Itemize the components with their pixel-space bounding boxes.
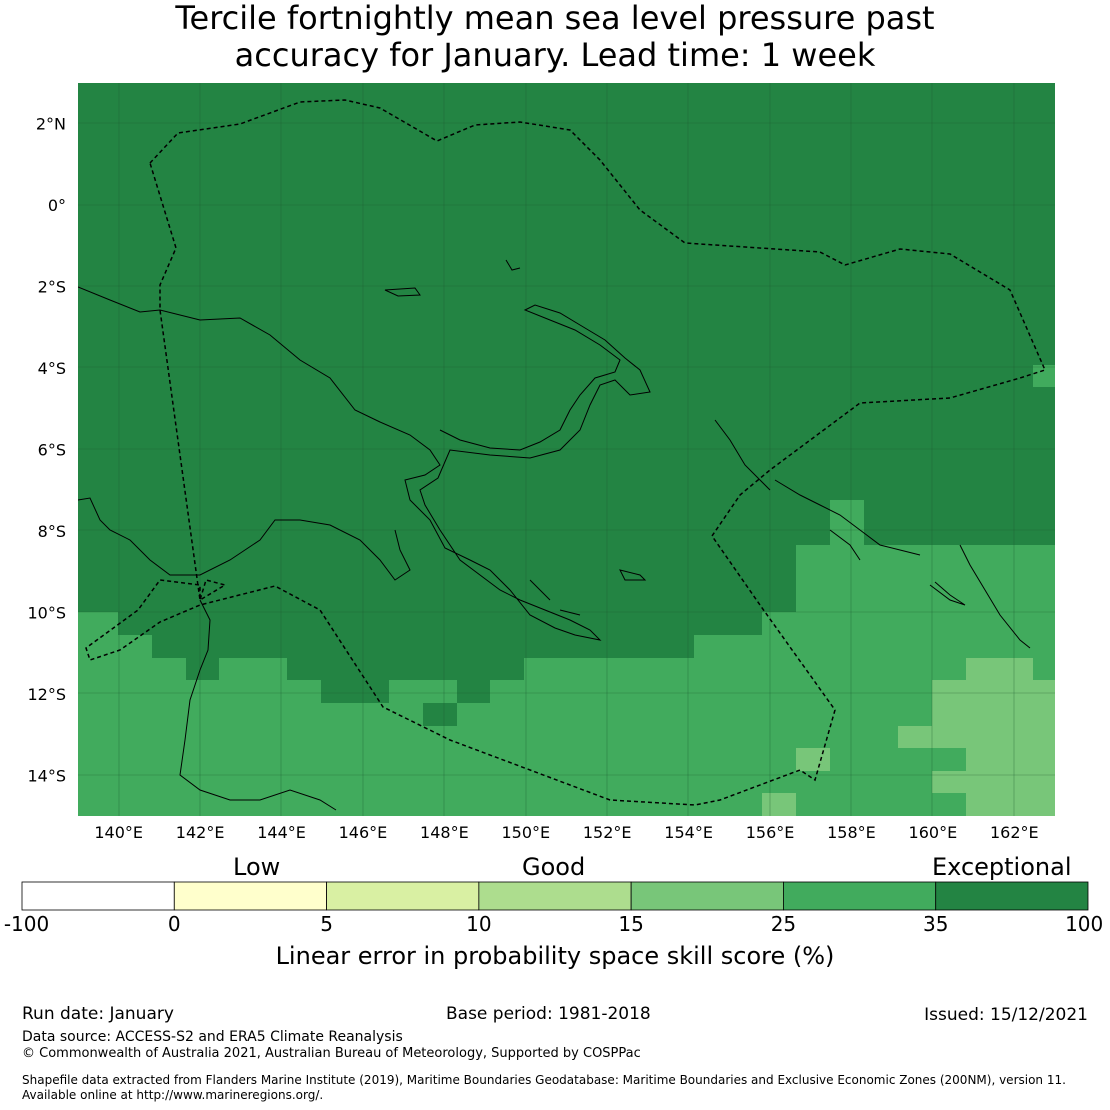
x-tick-label: 148°E	[420, 823, 469, 842]
y-tick-label: 0°	[48, 196, 66, 215]
colorbar-tick-label: 0	[167, 912, 181, 936]
x-axis-tick-labels: 140°E 142°E 144°E 146°E 148°E 150°E 152°E 154°E…	[94, 823, 1038, 842]
colorbar-tick-label: 35	[922, 912, 949, 936]
x-tick-label: 152°E	[583, 823, 632, 842]
colorbar-tick-label: 10	[466, 912, 492, 936]
shapefile-credit-line-2: Available online at http://www.marinereg…	[22, 1088, 324, 1102]
shapefile-credit-line-1: Shapefile data extracted from Flanders M…	[22, 1073, 1066, 1087]
colorbar-label: Linear error in probability space skill …	[275, 942, 835, 970]
copyright: © Commonwealth of Australia 2021, Austra…	[22, 1046, 641, 1061]
issued-date: Issued: 15/12/2021	[924, 1005, 1088, 1025]
colorbar-tick-label: 5	[320, 912, 333, 936]
x-tick-label: 160°E	[909, 823, 958, 842]
y-tick-label: 2°S	[38, 278, 66, 297]
x-tick-label: 162°E	[990, 823, 1039, 842]
category-label-exceptional: Exceptional	[932, 853, 1072, 881]
category-label-good: Good	[522, 853, 586, 881]
x-tick-label: 150°E	[501, 823, 550, 842]
skill-cell-25-35	[1033, 365, 1055, 387]
x-tick-label: 156°E	[746, 823, 795, 842]
y-tick-label: 6°S	[38, 441, 66, 460]
chart-title-line-2: accuracy for January. Lead time: 1 week	[234, 36, 876, 74]
skill-cell-15-25	[796, 748, 830, 771]
y-tick-label: 2°N	[36, 115, 66, 134]
skill-cell-exceptional	[423, 703, 457, 726]
graticule	[78, 83, 1055, 816]
skill-cell-15-25	[762, 793, 796, 816]
colorbar	[21, 881, 1089, 911]
colorbar-tick-label: 100	[1065, 912, 1104, 936]
colorbar-tick-label: -100	[3, 912, 50, 936]
y-tick-label: 4°S	[38, 359, 66, 378]
data-source: Data source: ACCESS-S2 and ERA5 Climate …	[22, 1029, 403, 1045]
chart-title-line-1: Tercile fortnightly mean sea level press…	[175, 0, 935, 37]
colorbar-tick-label: 25	[770, 912, 797, 936]
y-tick-label: 12°S	[27, 685, 66, 704]
coastlines	[78, 259, 1031, 811]
colorbar-tick-label: 15	[618, 912, 644, 936]
x-tick-label: 142°E	[176, 823, 225, 842]
colorbar-bin	[173, 881, 327, 911]
y-axis-tick-labels: 2°N 0° 2°S 4°S 6°S 8°S 10°S 12°S 14°S	[27, 115, 66, 786]
x-tick-label: 158°E	[827, 823, 876, 842]
colorbar-bin	[935, 881, 1089, 911]
map-plot-area	[78, 83, 1055, 816]
x-tick-label: 154°E	[664, 823, 713, 842]
colorbar-bin	[630, 881, 784, 911]
y-tick-label: 10°S	[27, 603, 66, 622]
x-tick-label: 144°E	[257, 823, 306, 842]
skill-region-15-25	[898, 658, 1055, 816]
y-tick-label: 14°S	[27, 766, 66, 785]
colorbar-bin	[326, 881, 480, 911]
y-tick-label: 8°S	[38, 522, 66, 541]
run-date: Run date: January	[22, 1004, 174, 1024]
x-tick-label: 140°E	[94, 823, 143, 842]
colorbar-bin	[783, 881, 937, 911]
x-tick-label: 146°E	[339, 823, 388, 842]
colorbar-bin	[21, 881, 175, 911]
skill-region-25-35	[78, 500, 1055, 816]
base-period: Base period: 1981-2018	[446, 1004, 651, 1024]
colorbar-bin	[478, 881, 632, 911]
category-label-low: Low	[233, 853, 281, 881]
